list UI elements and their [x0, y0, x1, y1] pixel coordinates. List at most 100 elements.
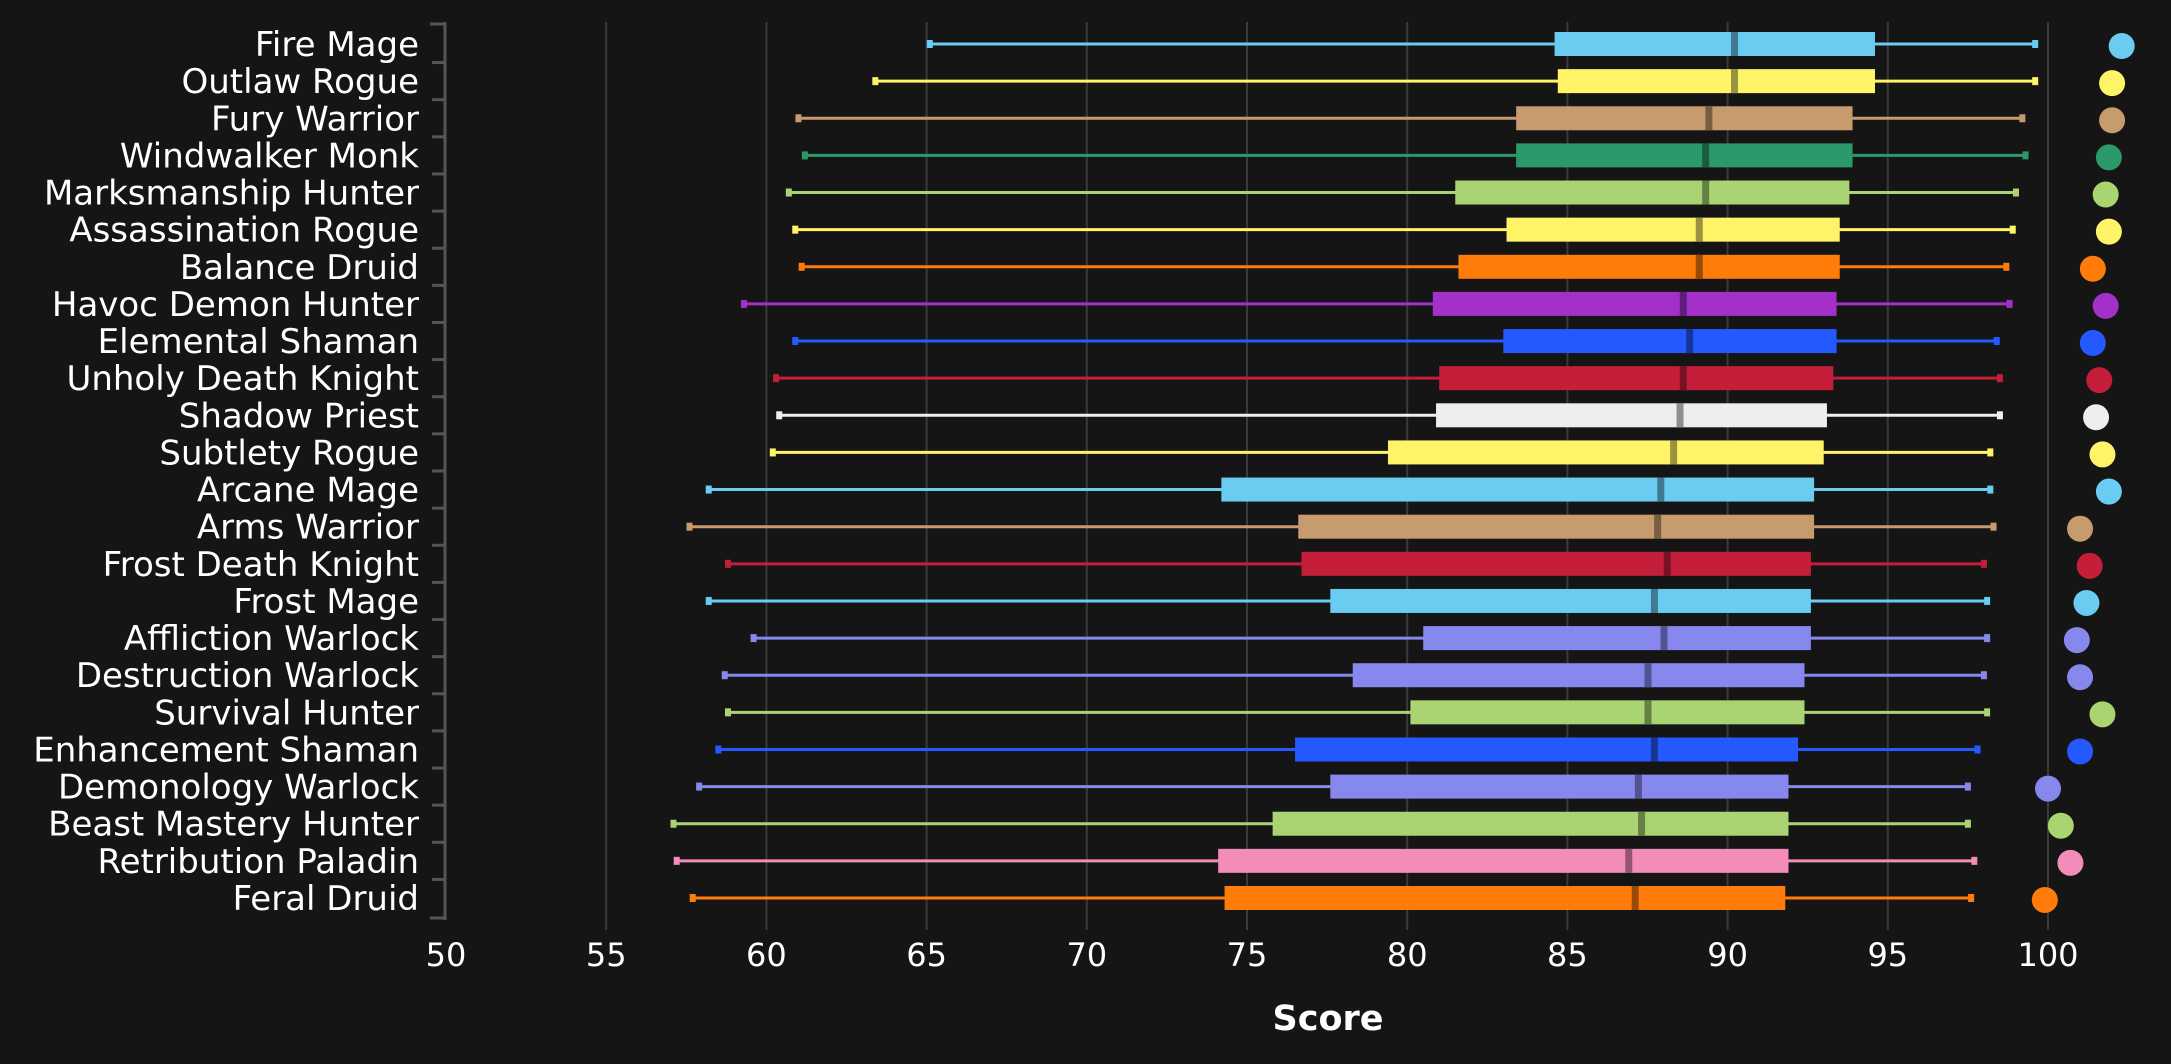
- box-row: Elemental Shaman: [98, 322, 2106, 362]
- whisker-min-cap: [705, 485, 712, 494]
- category-label: Destruction Warlock: [76, 656, 419, 696]
- iqr-box: [1301, 551, 1811, 576]
- whisker-min-cap: [705, 596, 712, 605]
- category-label: Unholy Death Knight: [66, 359, 419, 399]
- category-label: Assassination Rogue: [69, 211, 419, 251]
- whisker-max-cap: [1990, 522, 1997, 531]
- iqr-box: [1221, 477, 1815, 502]
- iqr-box: [1295, 737, 1799, 762]
- category-label: Enhancement Shaman: [33, 730, 419, 770]
- whisker-max-cap: [1993, 337, 2000, 346]
- box-row: Windwalker Monk: [120, 136, 2122, 176]
- whisker-max-cap: [1980, 559, 1987, 568]
- x-axis-title: Score: [1273, 999, 1384, 1039]
- category-axis: [430, 22, 447, 920]
- top-score-dot: [2089, 441, 2116, 468]
- top-score-dot: [2057, 849, 2084, 876]
- median-marker: [1631, 885, 1639, 910]
- box-row: Fury Warrior: [211, 99, 2126, 139]
- median-marker: [1663, 551, 1671, 576]
- x-tick-label: 75: [1227, 936, 1268, 974]
- top-score-dot: [2099, 107, 2126, 134]
- iqr-box: [1503, 329, 1837, 354]
- iqr-box: [1436, 403, 1827, 428]
- median-marker: [1731, 32, 1739, 56]
- whisker-min-cap: [673, 856, 680, 865]
- whisker-min-cap: [785, 188, 792, 197]
- whisker-min-cap: [750, 634, 757, 643]
- whisker-max-cap: [2032, 77, 2039, 86]
- whisker-max-cap: [1984, 596, 1991, 605]
- category-label: Balance Druid: [180, 248, 419, 288]
- median-marker: [1625, 848, 1633, 873]
- iqr-box: [1516, 143, 1853, 168]
- category-label: Affliction Warlock: [124, 619, 419, 659]
- whisker-max-cap: [1987, 485, 1994, 494]
- top-score-dot: [2083, 404, 2110, 431]
- box-row: Retribution Paladin: [97, 842, 2084, 882]
- whisker-min-cap: [689, 893, 696, 902]
- category-label: Retribution Paladin: [97, 842, 419, 882]
- whisker-max-cap: [1974, 745, 1981, 754]
- iqr-box: [1432, 291, 1837, 316]
- box-row: Frost Mage: [233, 582, 2100, 622]
- whisker-max-cap: [1984, 634, 1991, 643]
- top-score-dot: [2076, 552, 2103, 579]
- median-marker: [1695, 217, 1703, 242]
- x-tick-label: 100: [2017, 936, 2078, 974]
- top-score-dot: [2067, 515, 2094, 542]
- whisker-max-cap: [1996, 374, 2003, 383]
- box-row: Demonology Warlock: [58, 768, 2061, 808]
- median-marker: [1638, 811, 1646, 836]
- category-label: Marksmanship Hunter: [44, 174, 419, 214]
- whisker-max-cap: [2012, 188, 2019, 197]
- whisker-min-cap: [872, 77, 879, 86]
- median-marker: [1695, 254, 1703, 279]
- whisker-max-cap: [1964, 819, 1971, 828]
- box-row: Marksmanship Hunter: [44, 174, 2119, 214]
- category-label: Havoc Demon Hunter: [52, 285, 419, 325]
- top-score-dot: [2063, 627, 2090, 654]
- whisker-min-cap: [715, 745, 722, 754]
- box-row: Frost Death Knight: [103, 545, 2103, 585]
- x-tick-label: 80: [1387, 936, 1428, 974]
- median-marker: [1702, 180, 1710, 205]
- whisker-max-cap: [1980, 671, 1987, 680]
- box-row: Arcane Mage: [197, 471, 2122, 511]
- top-score-dot: [2108, 33, 2135, 59]
- top-score-dot: [2035, 775, 2061, 802]
- whisker-max-cap: [2032, 40, 2039, 48]
- category-label: Feral Druid: [233, 879, 419, 919]
- top-score-dot: [2086, 367, 2113, 394]
- whisker-min-cap: [773, 374, 780, 383]
- category-label: Frost Mage: [233, 582, 419, 622]
- x-tick-label: 60: [746, 936, 787, 974]
- top-score-dot: [2073, 589, 2100, 616]
- median-marker: [1650, 588, 1658, 613]
- box-row: Feral Druid: [233, 879, 2058, 919]
- x-tick-label: 50: [426, 936, 467, 974]
- whisker-min-cap: [801, 151, 808, 160]
- median-marker: [1670, 440, 1678, 465]
- median-marker: [1686, 329, 1694, 354]
- median-marker: [1644, 663, 1652, 688]
- whisker-min-cap: [792, 337, 799, 346]
- whisker-min-cap: [795, 114, 802, 123]
- iqr-box: [1298, 514, 1815, 539]
- x-tick-label: 95: [1867, 936, 1908, 974]
- box-row: Destruction Warlock: [76, 656, 2094, 696]
- median-marker: [1702, 143, 1710, 168]
- whisker-max-cap: [2006, 299, 2013, 308]
- iqr-box: [1224, 885, 1786, 910]
- iqr-box: [1218, 848, 1789, 873]
- category-label: Frost Death Knight: [103, 545, 419, 585]
- x-tick-label: 65: [906, 936, 947, 974]
- whisker-max-cap: [2022, 151, 2029, 160]
- category-label: Shadow Priest: [179, 396, 419, 436]
- whisker-min-cap: [724, 559, 731, 568]
- top-score-dot: [2067, 738, 2094, 765]
- whisker-min-cap: [696, 782, 703, 791]
- iqr-box: [1272, 811, 1789, 836]
- iqr-box: [1423, 626, 1811, 651]
